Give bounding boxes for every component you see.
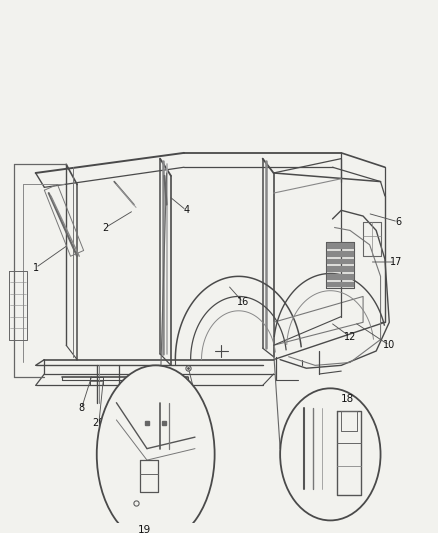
Text: 18: 18 bbox=[341, 394, 354, 404]
Text: 21: 21 bbox=[119, 429, 131, 439]
Text: 8: 8 bbox=[78, 403, 85, 414]
Text: 15: 15 bbox=[193, 406, 205, 416]
Text: 9: 9 bbox=[131, 412, 137, 422]
Text: 6: 6 bbox=[395, 217, 401, 227]
Text: 17: 17 bbox=[390, 257, 402, 267]
Text: 12: 12 bbox=[344, 332, 356, 342]
Text: 2: 2 bbox=[102, 223, 109, 232]
Text: 19: 19 bbox=[138, 525, 152, 533]
Text: 20: 20 bbox=[93, 418, 105, 428]
Text: 16: 16 bbox=[237, 297, 249, 307]
Text: 4: 4 bbox=[183, 205, 189, 215]
Text: 1: 1 bbox=[32, 263, 39, 273]
Text: 10: 10 bbox=[383, 340, 396, 350]
Ellipse shape bbox=[97, 365, 215, 533]
Ellipse shape bbox=[280, 389, 381, 520]
